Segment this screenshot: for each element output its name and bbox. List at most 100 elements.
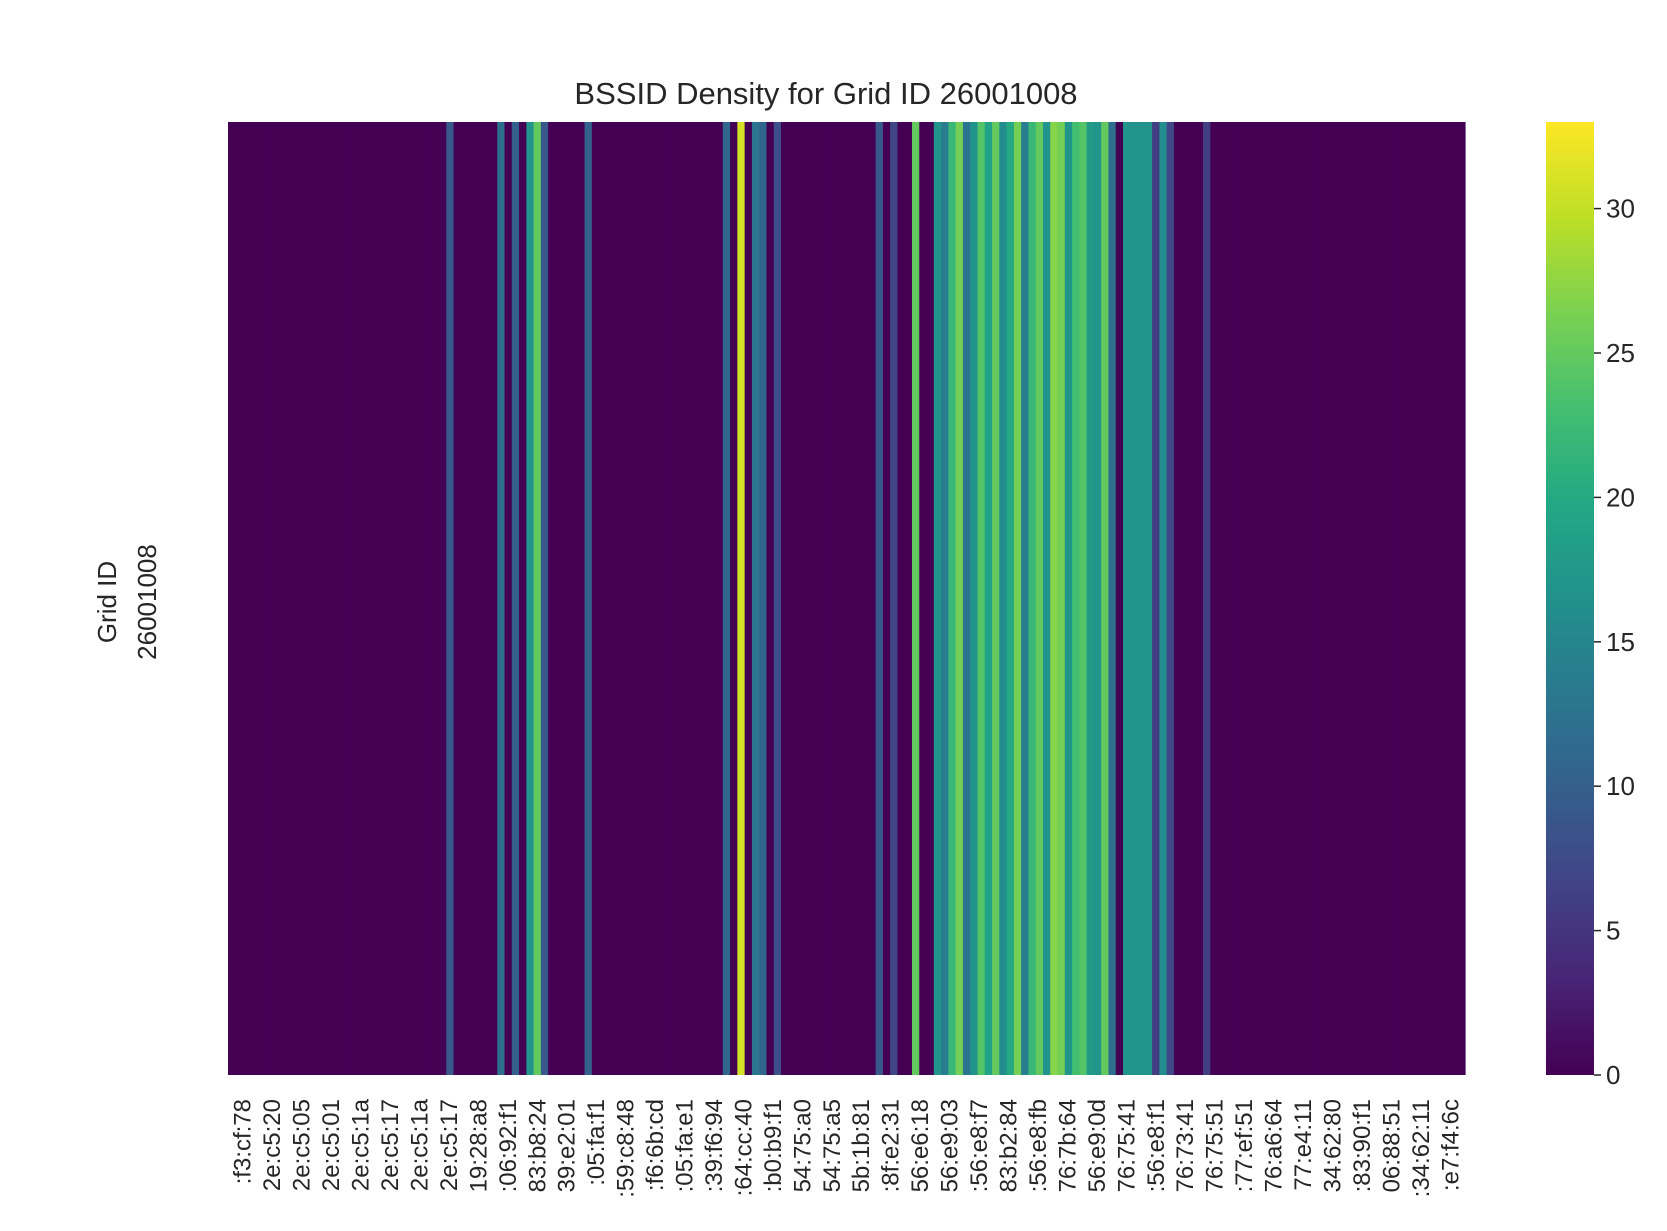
heatmap-cell	[679, 122, 688, 1075]
x-tick-label: 5b:1b:81	[848, 1099, 875, 1192]
x-tick-labels: :f3:cf:78 2e:c5:20 2e:c5:05 2e:c5:01 2e:c5:1…	[230, 1098, 1465, 1197]
x-tick-label: :f3:cf:78	[230, 1099, 257, 1184]
heatmap-cell	[1101, 122, 1110, 1075]
x-tick-label: 76:7b:64	[1054, 1099, 1081, 1192]
heatmap-cell	[1355, 122, 1364, 1075]
heatmap-cell	[1006, 122, 1015, 1075]
heatmap-cell	[402, 122, 411, 1075]
y-tick-label: 26001008	[132, 544, 162, 660]
heatmap-cell	[810, 122, 818, 1075]
x-tick-label: 19:28:a8	[465, 1099, 492, 1192]
heatmap-cells	[228, 122, 1466, 1075]
heatmap-cell	[249, 122, 258, 1075]
heatmap-cell	[1232, 122, 1241, 1075]
x-tick-label: 56:e9:03	[937, 1099, 964, 1192]
heatmap-cell	[1268, 122, 1277, 1075]
heatmap-cell	[839, 122, 848, 1075]
x-tick-label: 76:75:41	[1113, 1099, 1140, 1192]
heatmap-cell	[1435, 122, 1444, 1075]
colorbar-tick-label: 30	[1606, 194, 1635, 224]
colorbar-tick-label: 20	[1606, 482, 1635, 512]
x-tick-label: 83:b2:84	[996, 1099, 1023, 1192]
heatmap-cell	[904, 122, 913, 1075]
heatmap-cell	[606, 122, 615, 1075]
x-tick-label: :e7:f4:6c	[1437, 1099, 1464, 1191]
heatmap-cell	[1042, 122, 1051, 1075]
x-tick-label: 76:73:41	[1172, 1099, 1199, 1192]
heatmap-cell	[802, 122, 811, 1075]
heatmap-cell	[497, 122, 506, 1075]
x-tick-label: :39:f6:94	[701, 1099, 728, 1192]
heatmap-cell	[642, 122, 651, 1075]
x-tick-label: :06:92:f1	[495, 1099, 522, 1192]
heatmap-cell	[431, 122, 440, 1075]
heatmap-cell	[1021, 122, 1030, 1075]
heatmap-cell	[882, 122, 891, 1075]
heatmap-cell	[1283, 122, 1291, 1075]
heatmap-cell	[664, 122, 673, 1075]
heatmap-cell	[1224, 122, 1233, 1075]
heatmap-cell	[1399, 122, 1408, 1075]
y-tick-label-group: 26001008	[132, 544, 162, 660]
heatmap-cell	[831, 122, 840, 1075]
heatmap-cell	[1253, 122, 1262, 1075]
x-tick-label: 54:75:a0	[789, 1099, 816, 1192]
heatmap-cell	[308, 122, 316, 1075]
heatmap-cell	[1079, 122, 1088, 1075]
heatmap-cell	[1203, 122, 1211, 1075]
heatmap-cell	[613, 122, 622, 1075]
x-tick-label: 2e:c5:01	[318, 1099, 345, 1191]
x-tick-label: 34:62:80	[1320, 1099, 1347, 1192]
heatmap-cell	[1443, 122, 1452, 1075]
heatmap-cell	[941, 122, 949, 1075]
colorbar-tick-label: 0	[1606, 1060, 1620, 1090]
heatmap-cell	[1363, 122, 1372, 1075]
heatmap-cell	[1057, 122, 1066, 1075]
heatmap-cell	[446, 122, 455, 1075]
heatmap-cell	[686, 122, 695, 1075]
heatmap-cell	[977, 122, 986, 1075]
heatmap-cell	[1428, 122, 1437, 1075]
heatmap-cell	[1130, 122, 1139, 1075]
x-tick-label: 77:e4:11	[1290, 1099, 1317, 1191]
heatmap-cell	[591, 122, 600, 1075]
heatmap-cell	[715, 122, 724, 1075]
heatmap-cell	[744, 122, 753, 1075]
heatmap-cell	[693, 122, 702, 1075]
heatmap-cell	[439, 122, 447, 1075]
heatmap-cell	[751, 122, 760, 1075]
heatmap-cell	[1072, 122, 1080, 1075]
heatmap-cell	[868, 122, 877, 1075]
heatmap-cell	[1086, 122, 1095, 1075]
heatmap-cell	[417, 122, 426, 1075]
heatmap-cell	[1334, 122, 1342, 1075]
heatmap-cell	[846, 122, 855, 1075]
heatmap-cell	[1093, 122, 1102, 1075]
heatmap-cell	[1370, 122, 1379, 1075]
heatmap-cell	[620, 122, 629, 1075]
heatmap-cell	[482, 122, 491, 1075]
heatmap-cell	[766, 122, 775, 1075]
heatmap-cell	[228, 122, 236, 1075]
heatmap-cell	[337, 122, 346, 1075]
heatmap-cell	[562, 122, 571, 1075]
heatmap-cell	[519, 122, 527, 1075]
heatmap-cell	[358, 122, 367, 1075]
heatmap-cell	[1188, 122, 1197, 1075]
heatmap-cell	[671, 122, 680, 1075]
heatmap-cell	[424, 122, 433, 1075]
heatmap-cell	[329, 122, 338, 1075]
heatmap-cell	[453, 122, 462, 1075]
x-tick-label: :83:90:f1	[1349, 1099, 1376, 1192]
heatmap-cell	[1392, 122, 1401, 1075]
heatmap-cell	[257, 122, 265, 1075]
heatmap-cell	[722, 122, 731, 1075]
heatmap-cell	[933, 122, 942, 1075]
heatmap-cell	[1304, 122, 1313, 1075]
heatmap-cell	[366, 122, 375, 1075]
x-tick-label: :56:e8:f1	[1143, 1099, 1170, 1192]
heatmap-cell	[1406, 122, 1415, 1075]
x-tick-label: 76:75:51	[1202, 1099, 1229, 1192]
x-tick-label: 2e:c5:17	[377, 1099, 404, 1191]
heatmap-cell	[853, 122, 862, 1075]
